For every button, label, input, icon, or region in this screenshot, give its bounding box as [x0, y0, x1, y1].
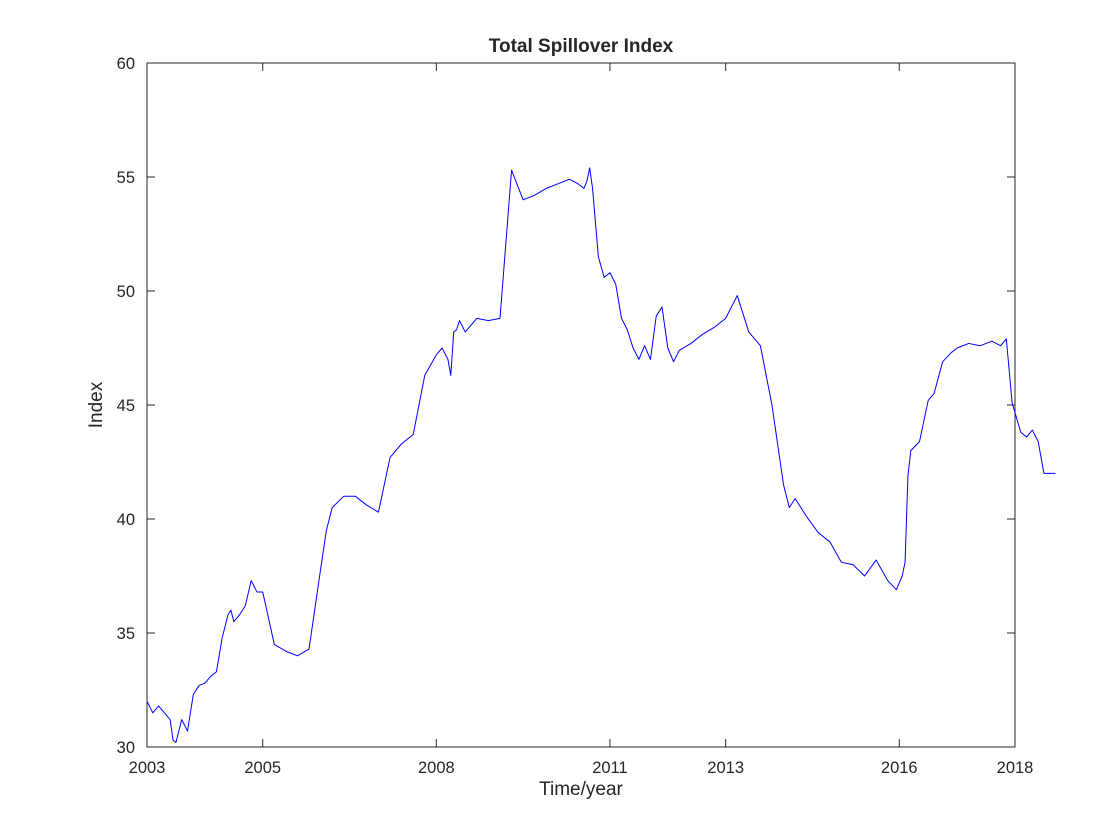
y-axis-label: Index: [86, 381, 107, 428]
plot-area: 2003 2005 2008 2011 2013 2016 2018 30 35 40 45 50 55…: [117, 55, 1056, 777]
x-tick-label: 2016: [881, 759, 918, 777]
y-tick-label: 35: [117, 625, 135, 643]
x-tick-label: 2013: [707, 759, 744, 777]
x-tick-label: 2011: [592, 759, 627, 777]
x-tick-label: 2005: [244, 759, 281, 777]
y-tick-label: 40: [117, 511, 135, 529]
x-axis-label: Time/year: [539, 779, 623, 800]
x-tick-label: 2008: [418, 759, 455, 777]
chart-title: Total Spillover Index: [489, 36, 674, 57]
y-tick-label: 60: [117, 55, 135, 73]
series-line: [146, 167, 1056, 743]
y-tick-label: 55: [117, 169, 135, 187]
y-tick-label: 50: [117, 283, 135, 301]
y-tick-label: 45: [117, 397, 135, 415]
ticks-layer: 2003 2005 2008 2011 2013 2016 2018 30 35 40 45 50 55…: [117, 55, 1034, 777]
data-layer: [146, 167, 1056, 743]
x-tick-label: 2018: [997, 759, 1034, 777]
y-tick-label: 30: [117, 739, 135, 757]
x-tick-label: 2003: [129, 759, 166, 777]
